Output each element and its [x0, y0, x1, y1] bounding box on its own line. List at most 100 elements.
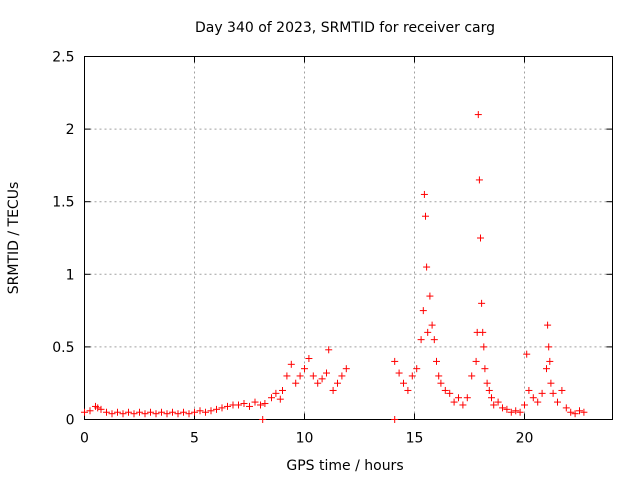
- x-axis-label: GPS time / hours: [286, 458, 403, 474]
- data-point: [323, 369, 330, 377]
- data-point: [251, 398, 259, 406]
- y-tick-label: 0.5: [52, 340, 74, 356]
- data-point: [287, 360, 295, 368]
- data-point: [543, 365, 550, 373]
- data-point: [108, 410, 116, 418]
- data-point: [235, 401, 242, 409]
- y-axis-label: SRMTID / TECUs: [6, 182, 22, 295]
- data-point: [422, 212, 429, 220]
- data-point: [272, 389, 280, 397]
- data-point: [488, 394, 495, 402]
- data-point: [480, 343, 488, 351]
- data-point: [136, 408, 143, 416]
- data-point: [435, 372, 443, 380]
- data-point: [459, 401, 467, 409]
- y-tick-label: 2: [66, 122, 75, 138]
- data-point: [430, 336, 438, 344]
- data-point: [152, 410, 160, 418]
- data-point: [103, 408, 110, 416]
- plot-frame: [84, 56, 613, 420]
- data-point: [446, 389, 454, 397]
- ticks: [84, 56, 613, 420]
- y-tick-label: 2.5: [52, 50, 74, 66]
- data-point: [246, 402, 253, 410]
- y-tick-labels: 0 0.5 1 1.5 2 2.5: [52, 50, 74, 429]
- data-point: [433, 357, 440, 365]
- data-point: [196, 407, 204, 415]
- data-point: [240, 400, 248, 408]
- data-point: [479, 328, 487, 336]
- x-tick-labels: 0 5 10 15 20: [80, 431, 533, 447]
- y-tick-label: 1.5: [52, 195, 74, 211]
- data-point: [478, 299, 486, 307]
- data-point: [180, 408, 187, 416]
- data-point: [158, 408, 165, 416]
- data-point: [499, 404, 506, 412]
- chart-title: Day 340 of 2023, SRMTID for receiver car…: [195, 20, 495, 36]
- data-point: [218, 404, 226, 412]
- data-point: [483, 379, 491, 387]
- data-point: [257, 401, 264, 409]
- data-point: [546, 357, 554, 365]
- data-point: [450, 398, 458, 406]
- data-point: [261, 400, 269, 408]
- data-point: [283, 372, 291, 380]
- data-point: [538, 389, 546, 397]
- x-tick-label: 5: [190, 431, 199, 447]
- data-point: [428, 321, 436, 329]
- data-point: [268, 394, 275, 402]
- data-point: [147, 408, 154, 416]
- data-point: [554, 398, 561, 406]
- data-point: [169, 408, 176, 416]
- data-point: [423, 263, 431, 271]
- x-tick-label: 15: [406, 431, 424, 447]
- data-point: [213, 405, 220, 413]
- data-point: [419, 307, 427, 315]
- data-point: [558, 386, 566, 394]
- data-point: [86, 407, 94, 415]
- x-tick-label: 20: [516, 431, 534, 447]
- data-point: [94, 404, 102, 412]
- data-point: [207, 407, 215, 415]
- y-tick-label: 1: [66, 267, 75, 283]
- data-point: [174, 410, 182, 418]
- data-point: [318, 375, 326, 383]
- data-point: [338, 372, 346, 380]
- data-point: [305, 355, 313, 363]
- data-point: [334, 379, 341, 387]
- data-point: [314, 379, 322, 387]
- data-point: [485, 386, 493, 394]
- data-point: [562, 404, 570, 412]
- data-point: [408, 372, 416, 380]
- data-point: [395, 369, 403, 377]
- data-point: [525, 386, 533, 394]
- data-point: [521, 401, 528, 409]
- data-point: [202, 408, 209, 416]
- data-point: [417, 336, 425, 344]
- data-point: [468, 372, 476, 380]
- data-point: [529, 394, 537, 402]
- data-point: [296, 372, 304, 380]
- data-point: [507, 408, 515, 416]
- data-point: [125, 408, 132, 416]
- data-point: [516, 408, 524, 416]
- data-point: [567, 408, 575, 416]
- data-point: [545, 343, 553, 351]
- data-point: [576, 407, 583, 415]
- data-point: [404, 386, 412, 394]
- data-point: [279, 386, 286, 394]
- data-point: [329, 386, 337, 394]
- data-point: [494, 398, 502, 406]
- data-point: [191, 408, 198, 416]
- data-point: [549, 389, 557, 397]
- data-point: [185, 410, 193, 418]
- data-point: [455, 394, 462, 402]
- data-point: [547, 379, 555, 387]
- data-point: [420, 190, 428, 198]
- data-point: [391, 357, 399, 365]
- data-point: [580, 408, 588, 416]
- data-point: [441, 386, 449, 394]
- data-point: [325, 346, 333, 354]
- data-point: [437, 379, 445, 387]
- data-point: [544, 321, 552, 329]
